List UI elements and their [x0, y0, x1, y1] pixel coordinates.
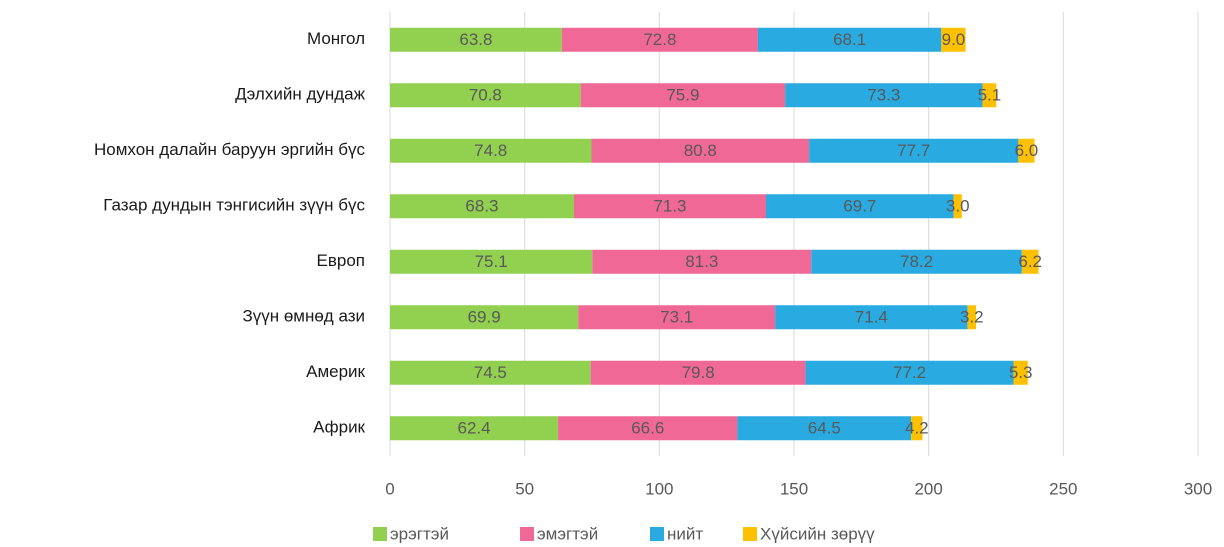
- x-tick-label: 200: [914, 479, 942, 498]
- bar-segment: [390, 416, 559, 441]
- data-label: 68.3: [465, 197, 498, 216]
- bar-segment: [1021, 249, 1039, 274]
- data-label: 81.3: [685, 252, 718, 271]
- bar-segment: [737, 416, 912, 441]
- bar-segment: [765, 194, 954, 219]
- data-label: 80.8: [684, 141, 717, 160]
- legend-swatch: [650, 527, 664, 541]
- data-label: 66.6: [631, 419, 664, 438]
- data-label: 77.2: [893, 363, 926, 382]
- data-label: 6.2: [1018, 252, 1042, 271]
- legend-label: эмэгтэй: [537, 524, 598, 543]
- legend-label: Хүйсийн зөрүү: [760, 524, 875, 543]
- bar-segment: [811, 249, 1022, 274]
- data-label: 77.7: [897, 141, 930, 160]
- bar-segment: [390, 305, 579, 330]
- y-tick-label: Дэлхийн дундаж: [235, 85, 366, 104]
- data-label: 72.8: [643, 30, 676, 49]
- x-tick-label: 250: [1049, 479, 1077, 498]
- data-label: 63.8: [459, 30, 492, 49]
- y-tick-label: Зүүн өмнөд ази: [242, 307, 365, 326]
- bar-segment: [573, 194, 766, 219]
- data-label: 79.8: [682, 363, 715, 382]
- x-tick-label: 0: [385, 479, 394, 498]
- data-label: 71.3: [653, 197, 686, 216]
- data-label: 71.4: [855, 308, 888, 327]
- bar-segment: [1018, 138, 1035, 163]
- data-label: 70.8: [469, 86, 502, 105]
- data-label: 73.3: [867, 86, 900, 105]
- y-tick-label: Америк: [306, 362, 365, 381]
- data-label: 69.9: [468, 308, 501, 327]
- bar-segment: [390, 138, 592, 163]
- bar-segment: [982, 83, 997, 108]
- bar-segment: [1013, 360, 1028, 385]
- bar-segment: [967, 305, 977, 330]
- data-label: 74.5: [474, 363, 507, 382]
- x-tick-label: 300: [1184, 479, 1212, 498]
- data-label: 73.1: [660, 308, 693, 327]
- data-label: 6.0: [1015, 141, 1039, 160]
- data-label: 62.4: [457, 419, 490, 438]
- x-tick-label: 50: [515, 479, 534, 498]
- bar-segment: [805, 360, 1014, 385]
- bar-segment: [941, 27, 966, 52]
- bar-segment: [591, 138, 810, 163]
- bar-segment: [809, 138, 1019, 163]
- data-label: 78.2: [900, 252, 933, 271]
- legend-swatch: [743, 527, 757, 541]
- bar-segment: [785, 83, 983, 108]
- bar-segment: [390, 249, 593, 274]
- data-label: 75.9: [666, 86, 699, 105]
- legend-swatch: [520, 527, 534, 541]
- data-label: 5.1: [978, 86, 1002, 105]
- bar-segment: [590, 360, 806, 385]
- bar-segment: [390, 360, 591, 385]
- bar-segment: [390, 194, 574, 219]
- bar-segment: [757, 27, 942, 52]
- legend-label: эрэгтэй: [390, 524, 449, 543]
- y-tick-label: Газар дундын тэнгисийн зүүн бүс: [103, 196, 365, 215]
- data-label: 9.0: [942, 30, 966, 49]
- bar-segment: [558, 416, 738, 441]
- bar-segment: [390, 27, 562, 52]
- data-label: 69.7: [843, 197, 876, 216]
- legend-swatch: [373, 527, 387, 541]
- legend-label: нийт: [667, 524, 703, 543]
- bar-segment: [953, 194, 962, 219]
- bar-segment: [592, 249, 812, 274]
- data-label: 64.5: [808, 419, 841, 438]
- bar-segment: [580, 83, 786, 108]
- y-tick-label: Африк: [313, 418, 365, 437]
- data-label: 3.0: [946, 197, 970, 216]
- bar-segment: [911, 416, 923, 441]
- bar-segment: [578, 305, 776, 330]
- data-label: 4.2: [905, 419, 929, 438]
- x-tick-label: 150: [780, 479, 808, 498]
- y-tick-label: Европ: [317, 251, 366, 270]
- bar-segment: [561, 27, 758, 52]
- data-label: 74.8: [474, 141, 507, 160]
- y-tick-label: Монгол: [307, 29, 365, 48]
- data-label: 68.1: [833, 30, 866, 49]
- data-label: 75.1: [475, 252, 508, 271]
- x-tick-label: 100: [645, 479, 673, 498]
- bar-segment: [390, 83, 581, 108]
- data-label: 5.3: [1009, 363, 1033, 382]
- bar-segment: [775, 305, 968, 330]
- data-label: 3.2: [960, 308, 984, 327]
- y-tick-label: Номхон далайн баруун эргийн бүс: [94, 140, 365, 159]
